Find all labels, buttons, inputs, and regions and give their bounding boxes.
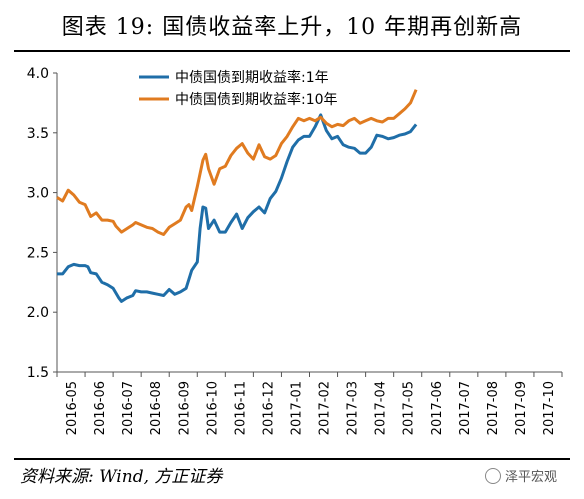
x-tick-label: 2016-05 [65, 381, 80, 435]
x-tick-label: 2017-07 [458, 381, 473, 435]
x-tick-label: 2017-05 [402, 381, 417, 435]
x-tick-label: 2016-11 [233, 381, 248, 435]
x-tick-label: 2017-02 [318, 381, 333, 435]
series-line-1 [57, 113, 418, 303]
legend-label-1: 中债国债到期收益率:1年 [175, 69, 329, 86]
x-tick-label: 2016-10 [205, 381, 220, 435]
footer-rule [14, 458, 570, 460]
title-rule [14, 50, 570, 52]
chart-title: 图表 19: 国债收益率上升，10 年期再创新高 [61, 15, 523, 40]
y-tick-label: 4.0 [27, 66, 49, 82]
x-tick-label: 2016-08 [149, 381, 164, 435]
x-tick-label: 2017-10 [542, 381, 557, 435]
x-tick-label: 2016-12 [261, 381, 276, 435]
watermark: 泽平宏观 [485, 466, 557, 485]
x-tick-label: 2016-06 [93, 381, 108, 435]
x-tick-label: 2017-03 [346, 381, 361, 435]
series-line-2 [56, 89, 418, 236]
x-tick-label: 2017-06 [430, 381, 445, 435]
wechat-icon [485, 467, 501, 484]
y-tick-label: 2.5 [27, 245, 49, 261]
y-tick-label: 2.0 [27, 305, 49, 321]
x-tick-label: 2017-01 [289, 381, 304, 435]
y-tick-label: 1.5 [27, 365, 49, 381]
x-tick-label: 2017-04 [374, 381, 389, 435]
x-tick-label: 2017-09 [514, 381, 529, 435]
y-tick-label: 3.5 [27, 126, 49, 142]
legend-label-2: 中债国债到期收益率:10年 [175, 91, 338, 108]
line-chart: 1.5 2.0 2.5 3.0 3.5 4.0 2016-05 2016-06 2016-07 2… [27, 66, 563, 435]
x-tick-label: 2017-08 [486, 381, 501, 435]
x-tick-label: 2016-09 [177, 381, 192, 435]
watermark-text: 泽平宏观 [505, 470, 558, 485]
y-tick-label: 3.0 [27, 186, 49, 202]
x-tick-label: 2016-07 [121, 381, 136, 435]
source-note: 资料来源: Wind, 方正证券 [20, 467, 223, 487]
